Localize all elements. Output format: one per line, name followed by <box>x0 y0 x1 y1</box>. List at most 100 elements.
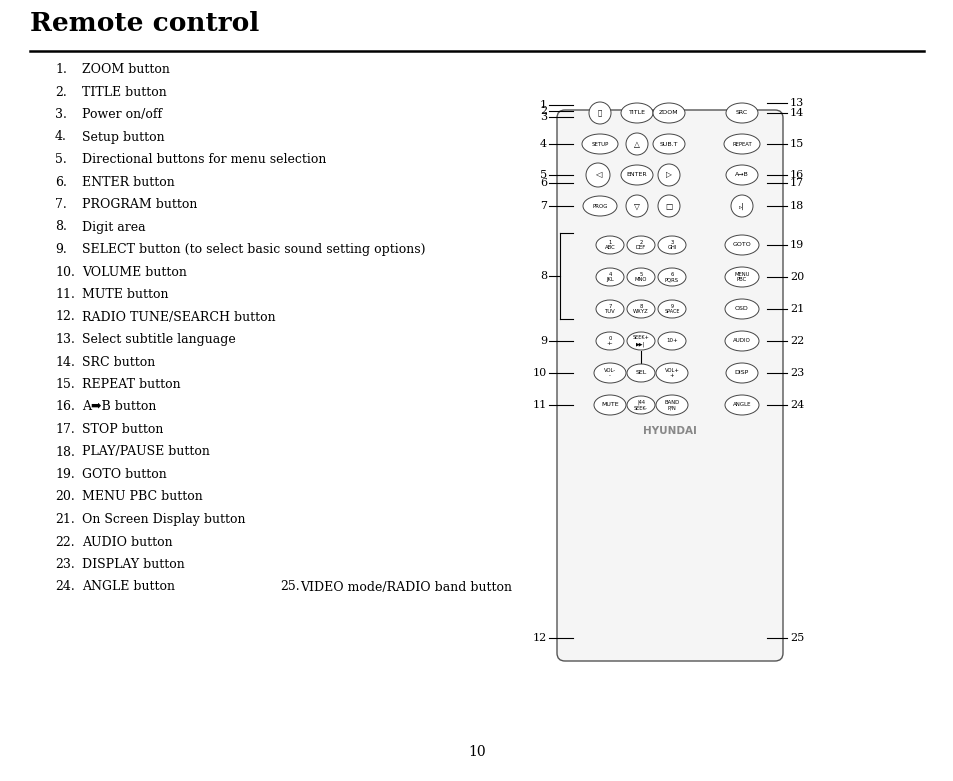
Ellipse shape <box>656 363 687 383</box>
Text: 12: 12 <box>532 633 546 643</box>
Ellipse shape <box>724 331 759 351</box>
Text: 4
JKL: 4 JKL <box>605 272 613 283</box>
Text: 21.: 21. <box>55 513 74 526</box>
Text: 7.: 7. <box>55 198 67 211</box>
Text: 9: 9 <box>539 336 546 346</box>
Ellipse shape <box>656 395 687 415</box>
Ellipse shape <box>626 300 655 318</box>
Text: GOTO: GOTO <box>732 242 751 248</box>
Ellipse shape <box>625 195 647 217</box>
Text: SEL: SEL <box>635 370 646 376</box>
Text: TITLE: TITLE <box>628 110 645 116</box>
Ellipse shape <box>652 103 684 123</box>
Ellipse shape <box>658 332 685 350</box>
Text: DISP: DISP <box>734 370 748 376</box>
Text: 3: 3 <box>539 112 546 122</box>
Text: REPEAT: REPEAT <box>731 141 751 147</box>
Text: 2
DEF: 2 DEF <box>636 240 645 251</box>
Text: 17: 17 <box>789 178 803 188</box>
Text: 19.: 19. <box>55 468 74 481</box>
Text: PLAY/PAUSE button: PLAY/PAUSE button <box>82 445 210 458</box>
Text: ▽: ▽ <box>634 201 639 211</box>
Ellipse shape <box>724 299 759 319</box>
Ellipse shape <box>626 268 655 286</box>
Text: ENTER button: ENTER button <box>82 176 174 188</box>
Text: 16: 16 <box>789 170 803 180</box>
Text: |44
SEEK-: |44 SEEK- <box>634 399 647 411</box>
Text: 14.: 14. <box>55 355 74 369</box>
Ellipse shape <box>581 134 618 154</box>
Ellipse shape <box>658 300 685 318</box>
Text: 11.: 11. <box>55 288 74 301</box>
Ellipse shape <box>724 235 759 255</box>
Text: 5
MNO: 5 MNO <box>634 272 646 283</box>
Text: On Screen Display button: On Screen Display button <box>82 513 245 526</box>
Text: 16.: 16. <box>55 401 74 413</box>
Text: MENU PBC button: MENU PBC button <box>82 490 203 504</box>
Text: ZOOM button: ZOOM button <box>82 63 170 76</box>
Text: ZOOM: ZOOM <box>659 110 679 116</box>
Text: 17.: 17. <box>55 423 74 436</box>
Text: MUTE: MUTE <box>600 402 618 408</box>
Text: 3
GHI: 3 GHI <box>666 240 676 251</box>
Text: △: △ <box>634 140 639 148</box>
Text: 8.: 8. <box>55 220 67 234</box>
Text: DISPLAY button: DISPLAY button <box>82 558 185 571</box>
Text: ⏻: ⏻ <box>598 109 601 116</box>
Ellipse shape <box>625 133 647 155</box>
Text: A→B: A→B <box>735 173 748 177</box>
Ellipse shape <box>658 236 685 254</box>
Text: MUTE button: MUTE button <box>82 288 169 301</box>
Ellipse shape <box>596 236 623 254</box>
Text: AUDIO: AUDIO <box>732 338 750 344</box>
Text: VOL-
-: VOL- - <box>603 368 616 379</box>
Ellipse shape <box>723 134 760 154</box>
Text: AUDIO button: AUDIO button <box>82 536 172 548</box>
Text: ◁: ◁ <box>594 170 600 180</box>
Text: SELECT button (to select basic sound setting options): SELECT button (to select basic sound set… <box>82 243 425 256</box>
Ellipse shape <box>658 164 679 186</box>
Text: 9
SPACE: 9 SPACE <box>663 304 679 315</box>
Text: SETUP: SETUP <box>591 141 608 147</box>
Ellipse shape <box>725 363 758 383</box>
Ellipse shape <box>652 134 684 154</box>
Text: A➡B button: A➡B button <box>82 401 156 413</box>
Text: 6.: 6. <box>55 176 67 188</box>
Text: VIDEO mode/RADIO band button: VIDEO mode/RADIO band button <box>299 580 512 594</box>
Text: 10+: 10+ <box>665 338 678 344</box>
Text: 20: 20 <box>789 272 803 282</box>
Text: 24: 24 <box>789 400 803 410</box>
Text: VOL+
+: VOL+ + <box>664 368 679 379</box>
Text: STOP button: STOP button <box>82 423 163 436</box>
Text: MENU
PBC: MENU PBC <box>734 272 749 283</box>
Text: GOTO button: GOTO button <box>82 468 167 481</box>
Text: Directional buttons for menu selection: Directional buttons for menu selection <box>82 153 326 166</box>
Text: Select subtitle language: Select subtitle language <box>82 333 235 346</box>
Text: 4.: 4. <box>55 130 67 144</box>
Text: 6: 6 <box>539 178 546 188</box>
Text: SEEK+
▶▶|: SEEK+ ▶▶| <box>632 335 649 347</box>
Ellipse shape <box>596 300 623 318</box>
Text: 11: 11 <box>532 400 546 410</box>
Text: Setup button: Setup button <box>82 130 165 144</box>
Text: 14: 14 <box>789 108 803 118</box>
Text: HYUNDAI: HYUNDAI <box>642 426 697 436</box>
Text: 5: 5 <box>539 170 546 180</box>
Ellipse shape <box>620 165 652 185</box>
Ellipse shape <box>725 165 758 185</box>
Text: 23.: 23. <box>55 558 74 571</box>
Text: RADIO TUNE/SEARCH button: RADIO TUNE/SEARCH button <box>82 311 275 323</box>
Text: 10: 10 <box>532 368 546 378</box>
Text: SRC: SRC <box>735 110 747 116</box>
Text: 20.: 20. <box>55 490 74 504</box>
Text: ANGLE button: ANGLE button <box>82 580 174 594</box>
Ellipse shape <box>626 396 655 414</box>
Text: Digit area: Digit area <box>82 220 146 234</box>
Text: 3.: 3. <box>55 108 67 121</box>
Text: 1
ABC: 1 ABC <box>604 240 615 251</box>
Ellipse shape <box>626 364 655 382</box>
Text: 4: 4 <box>539 139 546 149</box>
Text: 8: 8 <box>539 271 546 281</box>
Text: 10.: 10. <box>55 266 74 279</box>
Text: VOLUME button: VOLUME button <box>82 266 187 279</box>
